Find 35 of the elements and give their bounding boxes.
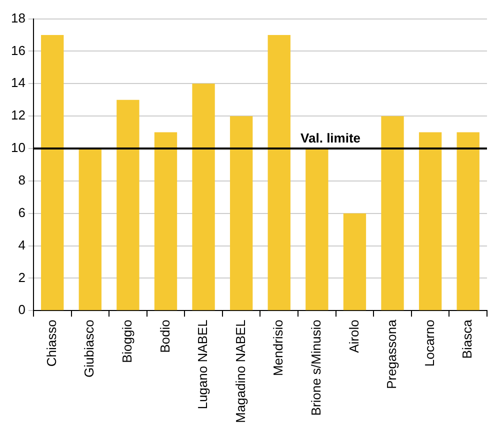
bar bbox=[116, 100, 140, 310]
bar bbox=[418, 132, 442, 310]
y-tick-label: 10 bbox=[10, 140, 26, 156]
x-tick-label: Lugano NABEL bbox=[195, 320, 210, 410]
x-tick-label: Biasca bbox=[460, 318, 475, 359]
bar bbox=[192, 84, 215, 310]
y-tick-label: 4 bbox=[18, 237, 26, 252]
y-tick-label: 12 bbox=[10, 108, 26, 123]
x-tick-label: Brione s/Minusio bbox=[308, 320, 324, 416]
y-tick-label: 2 bbox=[18, 270, 26, 285]
x-tick-label: Airolo bbox=[346, 320, 362, 353]
y-tick-label: 6 bbox=[18, 204, 26, 220]
bar bbox=[343, 213, 366, 310]
x-tick-label: Locarno bbox=[422, 320, 437, 367]
ref-line-label: Val. limite bbox=[300, 130, 361, 146]
x-tick-label: Bodio bbox=[157, 320, 172, 353]
y-tick-label: 8 bbox=[18, 172, 26, 188]
bar bbox=[41, 35, 64, 310]
x-tick-label: Pregassona bbox=[384, 318, 400, 390]
y-tick-label: 16 bbox=[10, 42, 26, 58]
bar bbox=[230, 116, 253, 310]
bar bbox=[456, 132, 480, 310]
x-tick-label: Bioggio bbox=[120, 320, 135, 364]
x-tick-label: Mendrisio bbox=[270, 320, 286, 376]
x-tick-label: Magadino NABEL bbox=[232, 320, 248, 424]
y-tick-label: 18 bbox=[10, 10, 26, 26]
x-tick-label: Giubiasco bbox=[82, 320, 97, 378]
y-tick-label: 0 bbox=[18, 302, 26, 318]
bar bbox=[381, 116, 404, 310]
bar bbox=[78, 148, 102, 310]
x-tick-label: Chiasso bbox=[44, 320, 59, 367]
y-tick-label: 14 bbox=[10, 75, 26, 90]
bar bbox=[154, 132, 178, 310]
bar bbox=[306, 148, 328, 310]
bar bbox=[268, 35, 290, 310]
